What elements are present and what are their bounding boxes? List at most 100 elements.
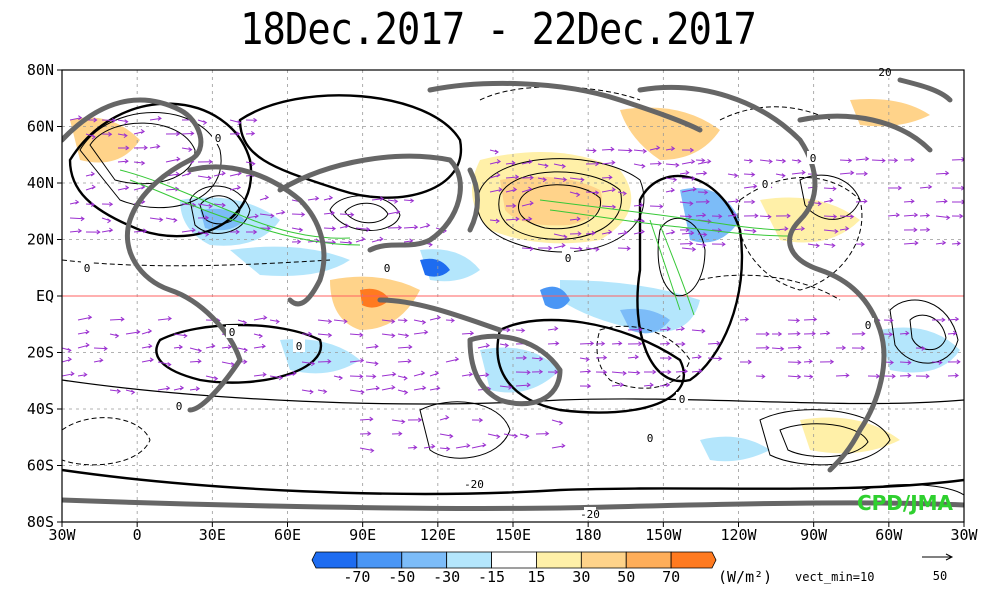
- flux-arrow: [617, 148, 633, 153]
- flux-arrow: [903, 157, 915, 163]
- flux-arrow: [285, 370, 297, 377]
- flux-arrow: [77, 314, 93, 321]
- flux-arrow: [237, 347, 249, 353]
- flux-arrow: [349, 389, 365, 395]
- flux-arrow: [553, 242, 566, 249]
- flux-arrow: [681, 147, 695, 153]
- contour-label-bg: [226, 325, 238, 338]
- flux-arrow: [633, 202, 644, 208]
- flux-arrow: [649, 204, 664, 209]
- flux-arrow: [547, 326, 559, 331]
- flux-arrow: [317, 319, 333, 324]
- flux-arrow: [787, 331, 801, 337]
- colorbar-segment: [580, 551, 627, 569]
- flux-arrow: [823, 228, 839, 234]
- colorbar-segment: [491, 551, 537, 569]
- flux-arrow: [165, 156, 181, 163]
- flux-arrow: [775, 158, 787, 164]
- flux-arrow: [627, 341, 643, 347]
- flux-arrow: [181, 227, 196, 233]
- flux-arrow: [117, 185, 130, 191]
- flux-arrow: [77, 329, 90, 335]
- contour-line: [79, 112, 222, 209]
- longitude-axis: 30W 0 30E 60E 90E 120E 150E 180 150W 120W 90W 60W 30…: [48, 522, 979, 544]
- contour-label: 0: [229, 326, 236, 339]
- flux-arrow: [339, 212, 355, 218]
- colorbar-label: -30: [433, 568, 460, 586]
- flux-arrow: [445, 318, 455, 323]
- colorbar-segment: [311, 551, 358, 569]
- flux-arrow: [419, 222, 431, 229]
- flux-arrow: [101, 201, 114, 207]
- flux-arrow: [349, 332, 364, 338]
- flux-arrow: [505, 203, 517, 209]
- contour-line: [779, 423, 869, 458]
- colorbar-label: -15: [478, 568, 505, 586]
- flux-arrow: [601, 174, 613, 180]
- flux-arrow: [521, 175, 534, 181]
- contour-label-bg: [759, 177, 771, 190]
- flux-arrow: [391, 431, 403, 437]
- flux-arrow: [301, 361, 316, 367]
- flux-arrow: [461, 371, 474, 377]
- flux-arrow: [601, 160, 616, 165]
- flux-arrow: [935, 215, 951, 221]
- flux-arrow: [397, 375, 408, 381]
- flux-arrow: [535, 431, 550, 437]
- contour-line: [699, 274, 841, 301]
- flux-arrow: [229, 119, 242, 126]
- flux-arrow: [77, 342, 90, 349]
- coastline: [62, 497, 964, 511]
- flux-arrow: [947, 373, 959, 378]
- flux-arrow: [213, 170, 226, 177]
- flux-arrow: [521, 186, 533, 193]
- colorbar-label: 70: [662, 568, 680, 586]
- flux-arrow: [413, 329, 429, 335]
- flux-arrow: [579, 383, 592, 389]
- flux-arrow: [755, 374, 766, 379]
- lat-tick-label: 20N: [27, 231, 54, 249]
- flux-arrow: [477, 372, 490, 378]
- flux-arrow: [461, 330, 475, 336]
- flux-arrow: [157, 316, 172, 321]
- colorbar-label: -70: [343, 568, 370, 586]
- flux-arrow: [935, 240, 947, 246]
- flux-arrow: [359, 416, 374, 422]
- flux-arrow: [887, 185, 903, 191]
- flux-arrow: [659, 326, 671, 332]
- lat-tick-label: 60N: [27, 118, 54, 136]
- flux-arrow: [585, 190, 600, 196]
- flux-arrow: [617, 246, 631, 251]
- contour-line: [62, 417, 151, 466]
- contour-label-bg: [879, 65, 891, 78]
- flux-arrow: [537, 177, 548, 183]
- flux-line: [539, 199, 781, 231]
- flux-arrow: [259, 194, 270, 201]
- flux-arrow: [503, 433, 519, 439]
- flux-arrow: [397, 333, 410, 339]
- flux-arrow: [883, 373, 896, 379]
- flux-arrow: [407, 417, 423, 423]
- lon-tick-label: 150W: [645, 526, 682, 544]
- flux-arrow: [197, 203, 213, 209]
- flux-arrow: [839, 226, 850, 231]
- flux-arrow: [101, 217, 112, 224]
- flux-arrow: [221, 344, 233, 350]
- flux-arrow: [887, 158, 899, 163]
- flux-arrow: [275, 209, 286, 215]
- flux-arrow: [803, 374, 814, 380]
- coastline: [467, 333, 563, 407]
- flux-arrow: [237, 319, 248, 326]
- flux-arrow: [109, 316, 125, 322]
- contour-line: [68, 102, 253, 238]
- flux-arrow: [93, 346, 108, 351]
- flux-arrow: [359, 431, 372, 436]
- flux-arrow: [649, 145, 661, 151]
- contour-line: [861, 484, 964, 496]
- flux-arrow: [537, 163, 549, 169]
- flux-arrow: [301, 331, 313, 337]
- flux-line: [549, 209, 791, 237]
- flux-arrow: [245, 117, 258, 123]
- flux-arrow: [521, 159, 533, 165]
